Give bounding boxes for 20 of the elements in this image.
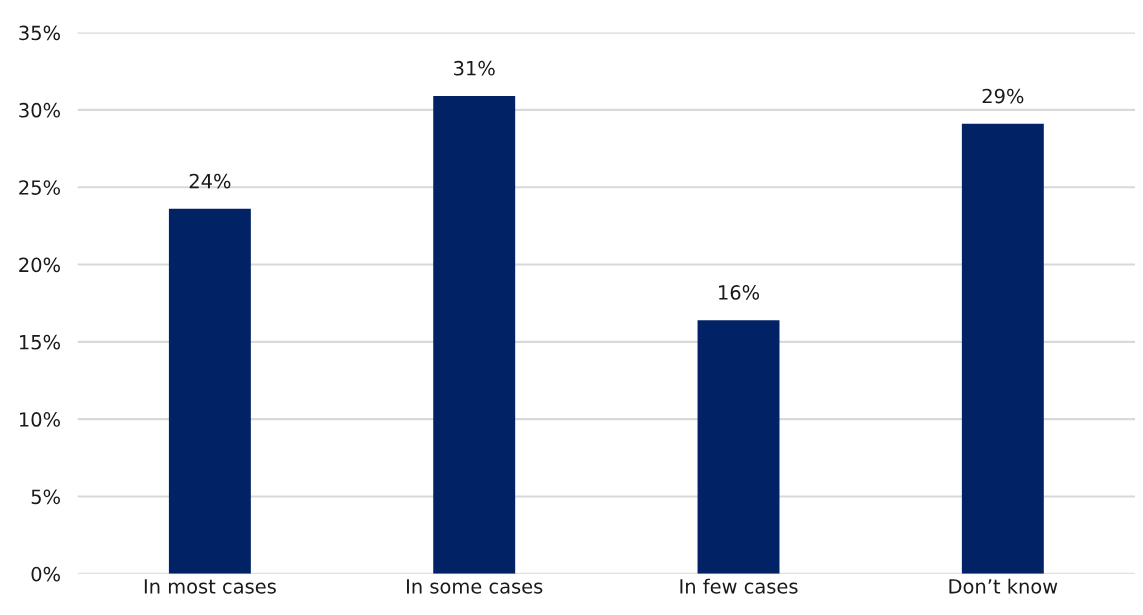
- bar: [697, 320, 780, 574]
- y-tick-label: 5%: [31, 489, 60, 505]
- x-tick-label: In few cases: [680, 578, 798, 594]
- y-tick-label: 15%: [19, 334, 60, 350]
- bar: [961, 123, 1044, 574]
- data-label: 24%: [189, 173, 231, 189]
- y-tick-label: 20%: [19, 257, 60, 273]
- y-tick-label: 0%: [31, 566, 60, 582]
- y-tick-label: 35%: [19, 25, 60, 41]
- data-label: 31%: [454, 60, 495, 76]
- x-tick-label: In most cases: [144, 579, 276, 594]
- data-label: 16%: [719, 285, 760, 300]
- x-tick-label: Don’t know: [949, 578, 1058, 594]
- data-label: 29%: [982, 88, 1024, 104]
- x-tick-label: In some cases: [407, 579, 543, 594]
- y-tick-label: 25%: [19, 180, 60, 195]
- y-tick-label: 10%: [19, 412, 60, 427]
- bar: [168, 208, 251, 574]
- bar: [433, 95, 516, 574]
- y-tick-label: 30%: [19, 102, 60, 118]
